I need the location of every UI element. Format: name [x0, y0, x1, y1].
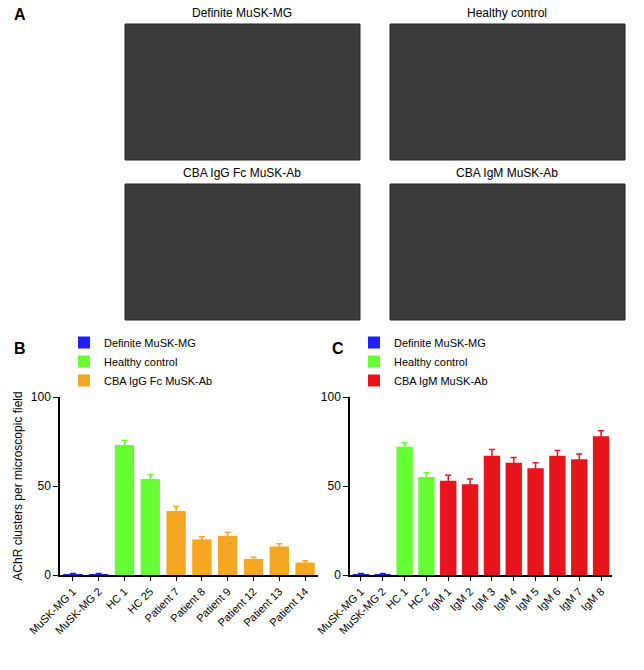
svg-text:Patient 8: Patient 8	[168, 585, 207, 624]
svg-text:CBA IgM MuSK-Ab: CBA IgM MuSK-Ab	[456, 166, 558, 180]
svg-text:0: 0	[44, 568, 51, 582]
svg-text:Patient 7: Patient 7	[142, 585, 181, 624]
svg-text:100: 100	[31, 390, 51, 404]
svg-text:50: 50	[327, 479, 341, 493]
svg-text:Definite MuSK-MG: Definite MuSK-MG	[104, 337, 196, 349]
svg-text:IgM 2: IgM 2	[447, 585, 475, 613]
svg-text:HC 1: HC 1	[104, 585, 130, 611]
svg-text:50: 50	[37, 479, 51, 493]
svg-text:Definite MuSK-MG: Definite MuSK-MG	[192, 6, 292, 20]
svg-text:IgM 6: IgM 6	[535, 585, 563, 613]
svg-text:MuSK-MG 2: MuSK-MG 2	[337, 585, 388, 636]
svg-text:IgM 8: IgM 8	[578, 585, 606, 613]
svg-text:HC 25: HC 25	[125, 585, 156, 616]
svg-text:0: 0	[334, 568, 341, 582]
svg-text:Patient 12: Patient 12	[215, 585, 259, 629]
svg-text:MuSK-MG 1: MuSK-MG 1	[27, 585, 78, 636]
svg-text:Healthy control: Healthy control	[104, 356, 177, 368]
svg-text:HC 1: HC 1	[384, 585, 410, 611]
svg-text:CBA IgM MuSK-Ab: CBA IgM MuSK-Ab	[394, 375, 488, 387]
svg-text:AChR clusters per microscopic: AChR clusters per microscopic field	[11, 391, 25, 580]
svg-text:MuSK-MG 2: MuSK-MG 2	[53, 585, 104, 636]
svg-text:B: B	[14, 340, 26, 357]
svg-text:IgM 4: IgM 4	[491, 585, 519, 613]
svg-text:IgM 1: IgM 1	[426, 585, 454, 613]
svg-text:Patient 13: Patient 13	[241, 585, 285, 629]
svg-text:Healthy control: Healthy control	[394, 356, 467, 368]
svg-text:Patient 14: Patient 14	[267, 585, 311, 629]
svg-text:Healthy control: Healthy control	[467, 6, 547, 20]
svg-text:IgM 5: IgM 5	[513, 585, 541, 613]
svg-text:CBA IgG Fc MuSK-Ab: CBA IgG Fc MuSK-Ab	[183, 166, 301, 180]
svg-text:Patient 9: Patient 9	[194, 585, 233, 624]
svg-text:A: A	[14, 6, 26, 23]
svg-text:CBA IgG Fc MuSK-Ab: CBA IgG Fc MuSK-Ab	[104, 375, 212, 387]
svg-text:HC 2: HC 2	[406, 585, 432, 611]
svg-text:IgM 3: IgM 3	[469, 585, 497, 613]
svg-text:100: 100	[321, 390, 341, 404]
svg-text:IgM 7: IgM 7	[557, 585, 585, 613]
svg-text:C: C	[332, 340, 344, 357]
svg-text:MuSK-MG 1: MuSK-MG 1	[315, 585, 366, 636]
svg-text:Definite MuSK-MG: Definite MuSK-MG	[394, 337, 486, 349]
